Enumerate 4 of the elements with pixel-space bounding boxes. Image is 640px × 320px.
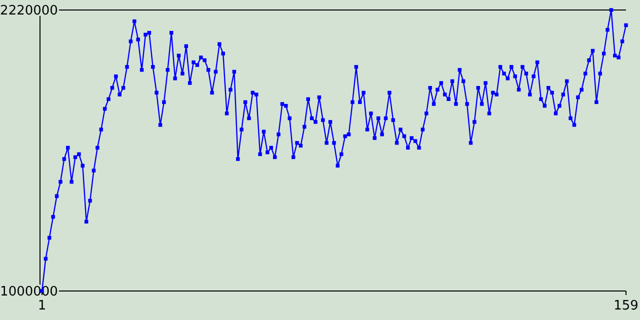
x-tick-label: 1 — [38, 298, 46, 314]
x-tick-label: 159 — [614, 298, 638, 314]
y-tick-label: 2220000 — [0, 4, 58, 19]
y-tick-label: 1000000 — [0, 284, 58, 300]
